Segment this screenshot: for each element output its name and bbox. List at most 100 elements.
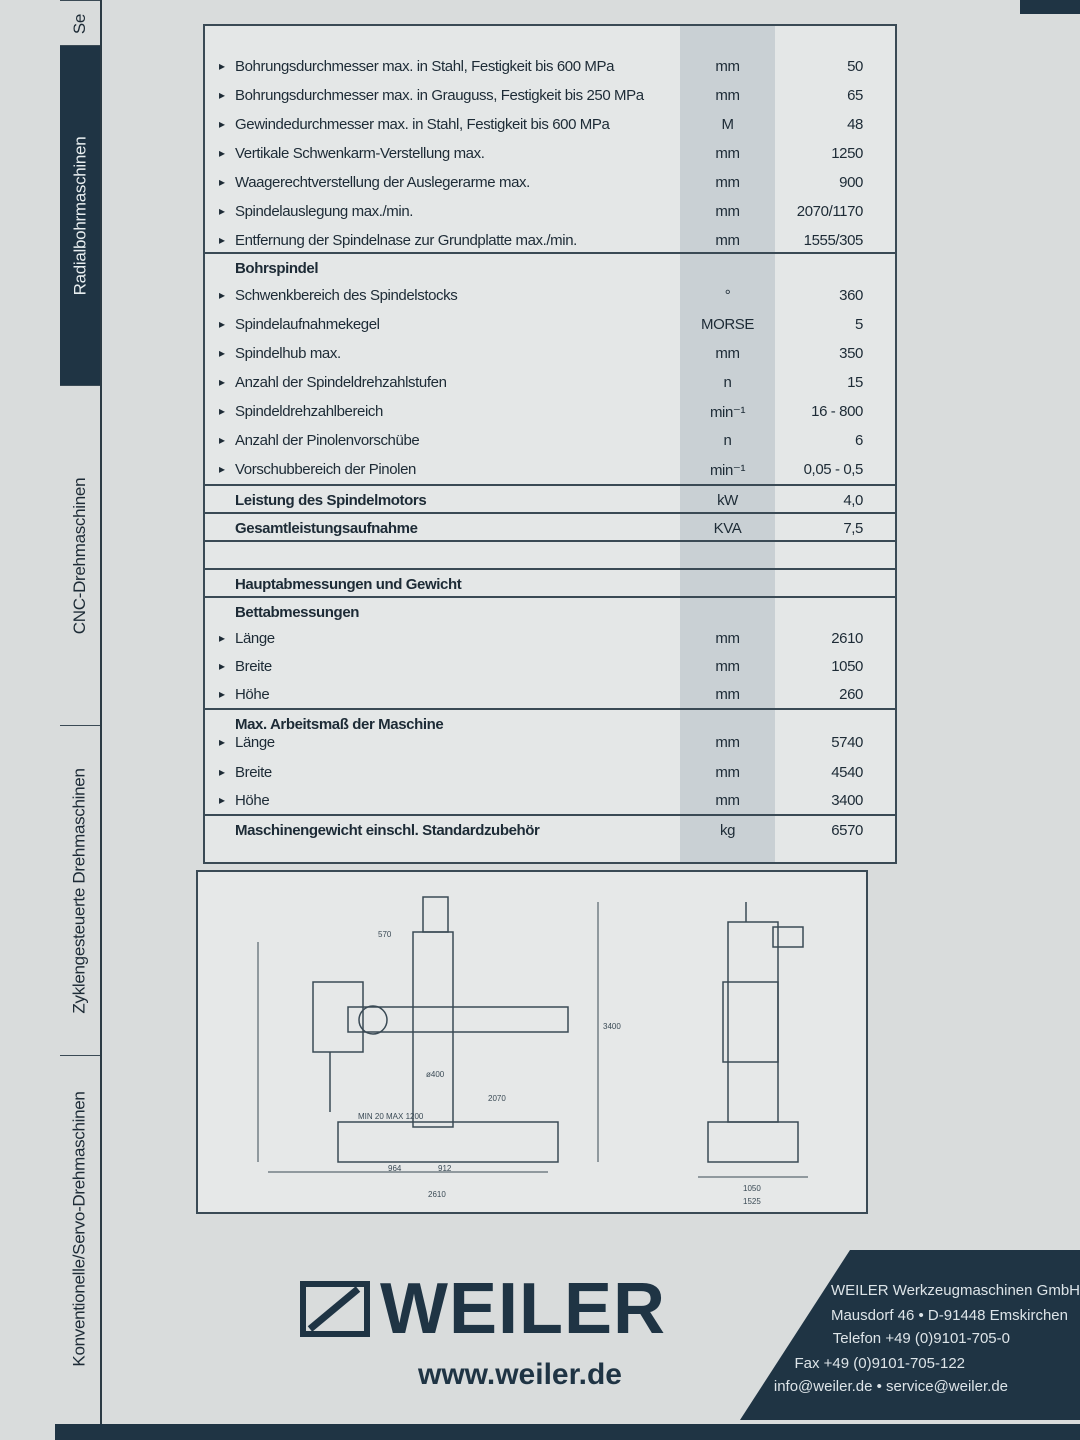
row-label: Bettabmessungen [235,604,360,621]
row-unit: mm [715,58,740,75]
row-label: Max. Arbeitsmaß der Maschine [235,716,444,733]
tab-label: Radialbohrmaschinen [70,136,90,296]
row-unit: kW [717,492,738,509]
row-unit: mm [715,87,740,104]
row-unit: mm [715,686,740,703]
dimension-label: 964 [388,1164,402,1173]
tab-konventionelle-drehmaschinen[interactable]: Konventionelle/Servo-Drehmaschinen [60,1055,100,1401]
row-label: Spindelhub max. [219,345,341,362]
technical-drawing: 2610 912 964 1050 1525 ø400 MIN 20 MAX 1200 207… [196,870,868,1214]
row-label: Breite [219,658,272,675]
dimension-label: ø400 [426,1070,445,1079]
row-unit: mm [715,764,740,781]
table-row: Waagerechtverstellung der Auslegerarme m… [205,168,895,196]
row-label: Höhe [219,792,270,809]
front-view-drawing [257,896,599,1173]
row-unit: ° [724,287,731,304]
row-value: 5 [855,316,863,333]
table-row: Gewindedurchmesser max. in Stahl, Festig… [205,110,895,138]
row-unit: MORSE [700,316,754,333]
row-unit: n [723,374,732,391]
table-section-row: Leistung des Spindelmotors kW 4,0 [205,484,895,514]
table-section-row: Hauptabmessungen und Gewicht [205,568,895,598]
table-section-row: Max. Arbeitsmaß der Maschine [205,708,895,738]
row-unit: min⁻¹ [709,462,746,479]
row-value: 4,0 [843,492,863,509]
row-value: 6570 [831,822,863,839]
row-value: 900 [839,174,863,191]
contact-panel: WEILER Werkzeugmaschinen GmbH Mausdorf 4… [740,1250,1080,1420]
row-value: 16 - 800 [811,403,863,420]
tab-label: CNC-Drehmaschinen [70,477,90,635]
row-label: Anzahl der Spindeldrehzahlstufen [219,374,447,391]
row-label: Bohrungsdurchmesser max. in Grauguss, Fe… [219,87,644,104]
table-row: Höhe mm 260 [205,680,895,708]
row-value: 65 [847,87,863,104]
row-label: Schwenkbereich des Spindelstocks [219,287,458,304]
row-value: 15 [847,374,863,391]
tab-label: Konventionelle/Servo-Drehmaschinen [70,1090,89,1367]
company-name: WEILER Werkzeugmaschinen GmbH [831,1282,1080,1299]
row-label: Bohrspindel [235,260,319,277]
row-value: 50 [847,58,863,75]
row-label: Bohrungsdurchmesser max. in Stahl, Festi… [219,58,614,75]
row-value: 4540 [831,764,863,781]
row-label: Länge [219,630,275,647]
row-unit: mm [715,792,740,809]
tab-zyklengesteuerte-drehmaschinen[interactable]: Zyklengesteuerte Drehmaschinen [60,725,100,1056]
row-label: Höhe [219,686,270,703]
weiler-logo: WEILER [300,1268,666,1350]
tab-radialbohrmaschinen[interactable]: Radialbohrmaschinen [60,45,100,386]
dimension-label: 2070 [488,1094,506,1103]
table-row: Spindelhub max. mm 350 [205,339,895,367]
row-value: 2610 [831,630,863,647]
dimension-label: 1525 [743,1197,761,1206]
row-value: 360 [839,287,863,304]
row-label: Leistung des Spindelmotors [235,492,427,509]
row-unit: KVA [713,520,742,537]
row-unit: mm [715,174,740,191]
tab-service[interactable]: Se [60,0,100,46]
tab-cnc-drehmaschinen[interactable]: CNC-Drehmaschinen [60,385,100,726]
table-row: Länge mm 5740 [205,728,895,756]
row-label: Gesamtleistungsaufnahme [235,520,418,537]
row-label: Gewindedurchmesser max. in Stahl, Festig… [219,116,610,133]
side-view-drawing [698,902,808,1178]
row-label: Länge [219,734,275,751]
row-label: Waagerechtverstellung der Auslegerarme m… [219,174,530,191]
dimension-label: 1050 [743,1184,761,1193]
table-row: Länge mm 2610 [205,624,895,652]
row-label: Spindelauslegung max./min. [219,203,413,220]
table-row: Anzahl der Spindeldrehzahlstufen n 15 [205,368,895,396]
unit-column-shade [680,26,775,862]
sidebar-tabs: Se Radialbohrmaschinen CNC-Drehmaschinen… [60,0,102,1440]
row-unit: mm [715,658,740,675]
table-row: Höhe mm 3400 [205,786,895,814]
table-row: Bohrungsdurchmesser max. in Stahl, Festi… [205,52,895,80]
row-value: 5740 [831,734,863,751]
row-value: 1050 [831,658,863,675]
row-value: 48 [847,116,863,133]
row-label: Breite [219,764,272,781]
table-section-row: Bettabmessungen [205,596,895,626]
spec-table: Bohrungsdurchmesser max. in Stahl, Festi… [203,24,897,864]
table-row: Breite mm 4540 [205,758,895,786]
row-unit: mm [715,345,740,362]
row-unit: mm [715,734,740,751]
row-label: Hauptabmessungen und Gewicht [235,576,462,593]
table-section-row: Gesamtleistungsaufnahme KVA 7,5 [205,512,895,542]
dimension-label: 570 [378,930,392,939]
row-unit: n [723,432,732,449]
fax: Fax +49 (0)9101-705-122 [794,1355,965,1372]
row-unit: mm [715,232,740,249]
row-value: 1250 [831,145,863,162]
table-section-row: Bohrspindel [205,252,895,282]
row-unit: mm [715,630,740,647]
row-label: Maschinengewicht einschl. Standardzubehö… [235,822,540,839]
table-row: Bohrungsdurchmesser max. in Grauguss, Fe… [205,81,895,109]
address-line: Mausdorf 46 • D-91448 Emskirchen [830,1307,1068,1324]
website-link[interactable]: www.weiler.de [418,1358,622,1391]
row-label: Vertikale Schwenkarm-Verstellung max. [219,145,485,162]
row-label: Vorschubbereich der Pinolen [219,461,416,478]
phone: Telefon +49 (0)9101-705-0 [832,1330,1010,1347]
